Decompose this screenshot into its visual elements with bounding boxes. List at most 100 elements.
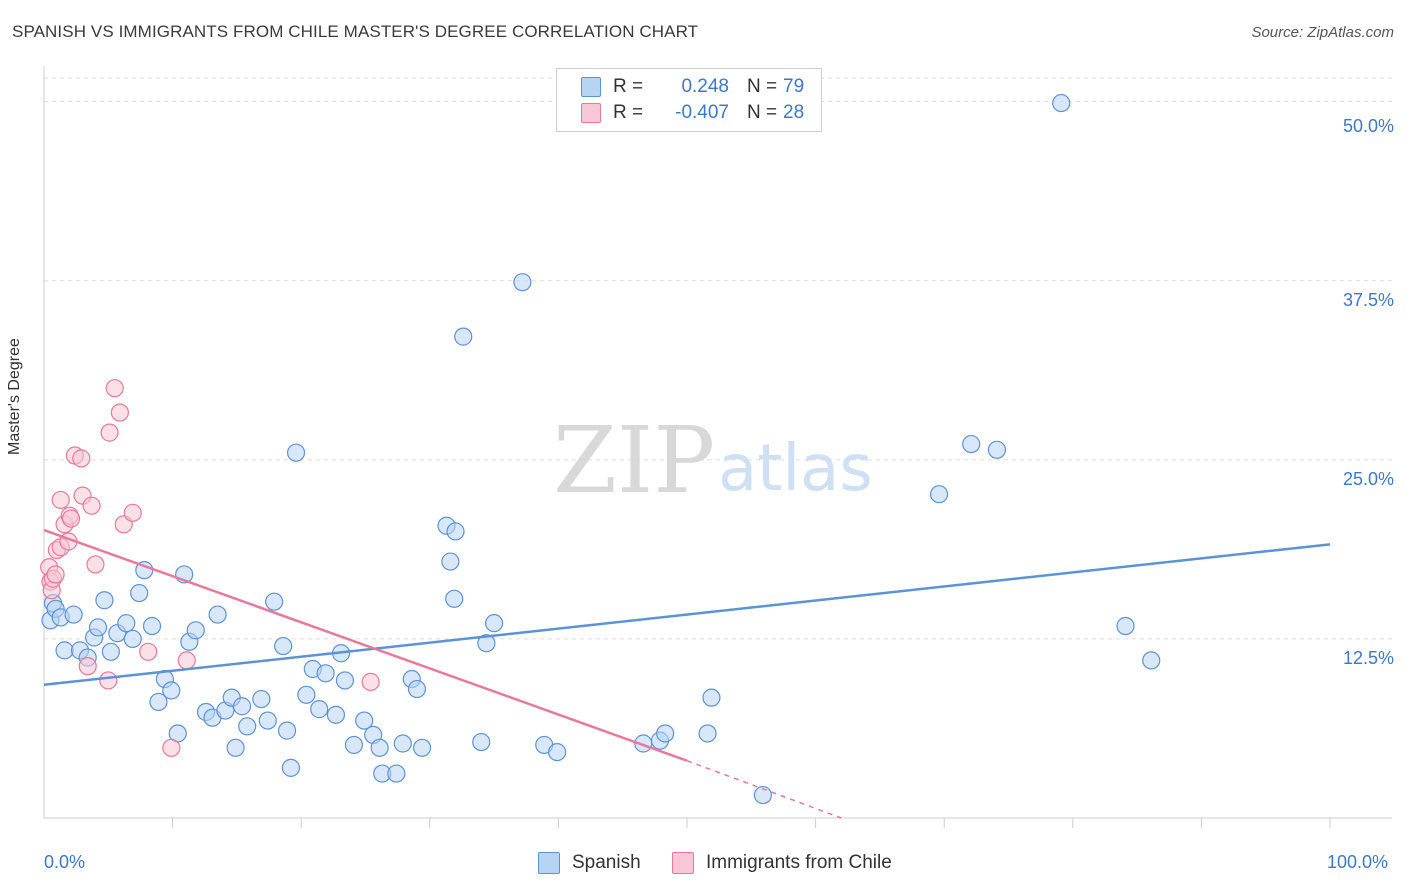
spanish-point-43[interactable] xyxy=(316,664,335,683)
spanish-point-15[interactable] xyxy=(130,583,149,603)
data-points xyxy=(40,93,1161,805)
spanish-point-10[interactable] xyxy=(95,591,114,610)
spanish-point-32[interactable] xyxy=(238,717,257,736)
chile-point-25[interactable] xyxy=(162,738,181,757)
legend-n-label: N = xyxy=(747,102,778,123)
spanish-point-27[interactable] xyxy=(208,605,227,624)
spanish-point-65[interactable] xyxy=(513,273,532,292)
chile-point-18[interactable] xyxy=(99,671,118,690)
chile-point-27[interactable] xyxy=(361,672,380,691)
spanish-point-72[interactable] xyxy=(702,688,721,707)
spanish-point-33[interactable] xyxy=(252,689,271,709)
legend-swatch-spanish xyxy=(581,77,601,97)
legend-r-label: R = xyxy=(613,76,644,97)
bottom-legend-label-chile: Immigrants from Chile xyxy=(706,852,892,873)
spanish-point-39[interactable] xyxy=(286,443,306,462)
legend-n-label: N = xyxy=(747,76,778,97)
spanish-point-77[interactable] xyxy=(1052,93,1071,113)
spanish-point-9[interactable] xyxy=(88,618,108,637)
spanish-point-67[interactable] xyxy=(548,742,567,762)
spanish-point-70[interactable] xyxy=(656,724,675,743)
spanish-point-35[interactable] xyxy=(265,592,284,611)
spanish-point-71[interactable] xyxy=(698,724,717,743)
chile-point-4[interactable] xyxy=(46,565,65,584)
spanish-point-11[interactable] xyxy=(101,642,120,661)
legend-r-value: 0.248 xyxy=(681,76,729,97)
watermark: ZIP atlas xyxy=(553,407,873,514)
spanish-point-48[interactable] xyxy=(355,711,374,730)
spanish-point-60[interactable] xyxy=(446,522,465,541)
chile-point-7[interactable] xyxy=(51,490,70,510)
spanish-point-46[interactable] xyxy=(335,671,355,690)
spanish-point-55[interactable] xyxy=(407,679,427,699)
spanish-point-20[interactable] xyxy=(162,681,181,700)
chile-point-21[interactable] xyxy=(110,403,129,422)
watermark-atlas: atlas xyxy=(718,432,873,506)
spanish-point-53[interactable] xyxy=(393,734,412,753)
spanish-point-78[interactable] xyxy=(1116,616,1135,636)
chile-point-19[interactable] xyxy=(100,423,119,442)
spanish-point-58[interactable] xyxy=(441,552,460,571)
spanish-point-63[interactable] xyxy=(477,634,496,653)
axes xyxy=(43,66,1392,828)
x-tick-label-min: 0.0% xyxy=(44,852,86,872)
chile-trend-extension xyxy=(686,759,842,819)
spanish-point-40[interactable] xyxy=(297,685,316,704)
chile-point-13[interactable] xyxy=(72,449,91,468)
chile-point-26[interactable] xyxy=(177,651,196,670)
y-tick-label-3: 50.0% xyxy=(1342,115,1394,136)
trend-lines xyxy=(43,528,1331,819)
spanish-point-37[interactable] xyxy=(277,721,297,740)
spanish-point-36[interactable] xyxy=(274,636,293,656)
spanish-point-5[interactable] xyxy=(64,605,83,624)
spanish-point-73[interactable] xyxy=(753,785,772,805)
legend-row-chile: R = -0.407 N = 28 xyxy=(581,101,804,125)
spanish-point-14[interactable] xyxy=(123,629,142,649)
spanish-point-17[interactable] xyxy=(142,616,162,636)
spanish-point-74[interactable] xyxy=(929,485,949,504)
legend-r-label: R = xyxy=(613,102,644,123)
spanish-point-4[interactable] xyxy=(55,641,74,660)
spanish-point-61[interactable] xyxy=(454,327,473,346)
spanish-point-59[interactable] xyxy=(445,589,464,608)
spanish-point-62[interactable] xyxy=(472,732,491,752)
chile-point-23[interactable] xyxy=(123,503,142,522)
legend-n-value: 79 xyxy=(783,76,805,97)
spanish-point-50[interactable] xyxy=(370,738,389,757)
y-tick-label-0: 12.5% xyxy=(1342,647,1394,668)
grid-lines xyxy=(44,77,1392,640)
spanish-point-38[interactable] xyxy=(281,758,301,777)
chile-point-17[interactable] xyxy=(86,555,105,574)
spanish-point-44[interactable] xyxy=(326,705,346,724)
spanish-point-56[interactable] xyxy=(412,738,432,757)
spanish-point-30[interactable] xyxy=(226,738,245,757)
spanish-point-31[interactable] xyxy=(232,697,252,716)
chile-point-20[interactable] xyxy=(105,379,124,398)
spanish-point-79[interactable] xyxy=(1142,651,1161,670)
spanish-point-64[interactable] xyxy=(485,614,504,633)
legend-n-value: 28 xyxy=(783,102,805,123)
chile-trend-line xyxy=(43,528,688,762)
chart-title: SPANISH VS IMMIGRANTS FROM CHILE MASTER'… xyxy=(12,22,699,41)
chile-point-24[interactable] xyxy=(139,642,158,661)
bottom-legend-spanish[interactable]: Spanish xyxy=(538,852,641,874)
spanish-point-34[interactable] xyxy=(258,711,277,730)
spanish-point-75[interactable] xyxy=(962,434,981,454)
legend-r-value: -0.407 xyxy=(675,102,729,123)
spanish-point-47[interactable] xyxy=(344,735,364,755)
chile-point-11[interactable] xyxy=(61,509,81,528)
legend-row-spanish: R = 0.248 N = 79 xyxy=(581,75,804,99)
bottom-legend-swatch-spanish xyxy=(538,852,560,874)
spanish-point-42[interactable] xyxy=(310,700,329,719)
legend-swatch-chile xyxy=(581,103,601,123)
spanish-point-76[interactable] xyxy=(987,440,1007,459)
spanish-point-24[interactable] xyxy=(186,621,205,640)
spanish-point-18[interactable] xyxy=(149,692,168,712)
chile-point-16[interactable] xyxy=(82,496,101,515)
spanish-point-13[interactable] xyxy=(117,614,136,633)
bottom-legend-chile[interactable]: Immigrants from Chile xyxy=(672,852,892,874)
spanish-point-52[interactable] xyxy=(387,764,406,783)
spanish-trend-line xyxy=(43,543,1331,687)
y-tick-label-1: 25.0% xyxy=(1342,468,1394,489)
chile-point-15[interactable] xyxy=(78,657,97,676)
